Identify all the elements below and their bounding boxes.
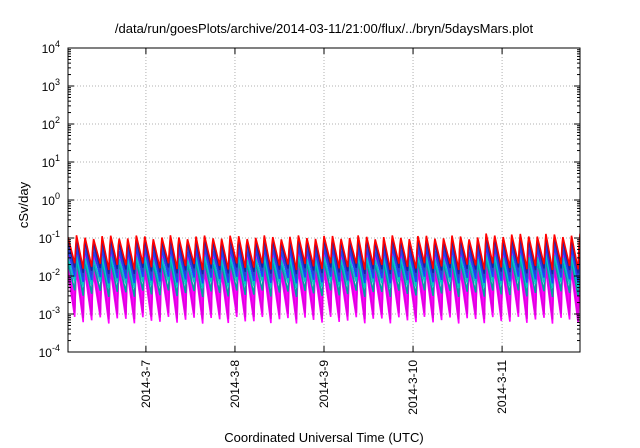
x-tick-label: 2014-3-7: [139, 360, 153, 408]
x-tick-label: 2014-3-11: [495, 360, 509, 414]
y-tick-label: 104: [42, 39, 60, 56]
y-tick-label: 10-4: [39, 343, 60, 360]
x-tick-label: 2014-3-10: [406, 360, 420, 415]
x-axis-label: Coordinated Universal Time (UTC): [224, 430, 423, 445]
y-axis-label: cSv/day: [16, 181, 31, 228]
y-tick-label: 101: [42, 153, 60, 170]
chart-title: /data/run/goesPlots/archive/2014-03-11/2…: [115, 21, 534, 36]
series-layer: [68, 233, 580, 324]
series-line: [68, 233, 580, 271]
x-tick-label: 2014-3-9: [317, 360, 331, 408]
y-tick-label: 102: [42, 115, 60, 132]
y-tick-label: 103: [42, 77, 60, 94]
y-tick-label: 100: [42, 191, 60, 208]
y-tick-label: 10-2: [39, 267, 60, 284]
y-tick-label: 10-1: [39, 229, 60, 246]
grid-layer: [68, 48, 580, 352]
tick-layer: 10-4 10-3 10-2 10-1 100 101 102 103 104 2014-3-7 2…: [39, 39, 580, 415]
y-tick-label: 10-3: [39, 305, 60, 322]
x-tick-label: 2014-3-8: [228, 360, 242, 408]
